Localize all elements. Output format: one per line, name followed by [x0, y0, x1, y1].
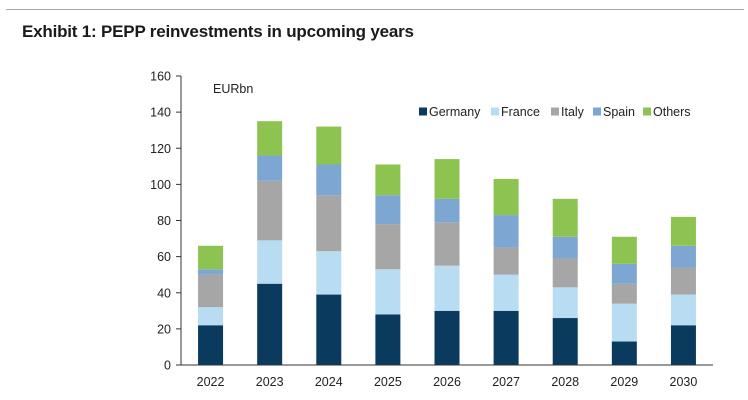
bar-segment-spain-2030 [670, 245, 696, 268]
bar-segment-france-2023 [257, 240, 283, 284]
bar-segment-germany-2030 [670, 325, 696, 365]
bar-segment-others-2028 [552, 198, 578, 237]
legend-label-others: Others [653, 105, 691, 119]
bar-segment-italy-2026 [434, 222, 460, 266]
y-tick-label: 120 [150, 142, 171, 156]
legend-swatch-others [643, 107, 651, 116]
bar-segment-others-2022 [198, 245, 224, 270]
bar-segment-france-2029 [611, 303, 637, 342]
y-tick-label: 140 [150, 106, 171, 120]
legend-swatch-germany [419, 107, 427, 116]
bar-segment-spain-2027 [493, 215, 519, 248]
bar-segment-spain-2026 [434, 198, 460, 223]
bar-segment-france-2028 [552, 287, 578, 319]
bar-segment-france-2025 [375, 269, 401, 315]
bar-segment-italy-2025 [375, 224, 401, 270]
y-tick-label: 60 [157, 250, 171, 264]
bars [198, 121, 696, 365]
x-tick-label: 2027 [492, 375, 520, 389]
bar-segment-germany-2028 [552, 318, 578, 365]
bar-segment-spain-2029 [611, 263, 637, 284]
bar-segment-germany-2029 [611, 341, 637, 365]
legend-swatch-italy [551, 107, 559, 116]
bar-segment-spain-2028 [552, 236, 578, 259]
bar-segment-italy-2023 [257, 180, 283, 241]
bar-segment-spain-2025 [375, 195, 401, 225]
bar-segment-germany-2023 [257, 283, 283, 365]
bar-segment-italy-2029 [611, 283, 637, 304]
bar-segment-others-2025 [375, 164, 401, 196]
bar-segment-others-2026 [434, 159, 460, 199]
x-axis: 2022 2023 2024 2025 2026 2027 2028 2029 2030 [197, 375, 698, 389]
y-axis: 0 20 40 60 80 100 120 140 160 [150, 70, 181, 373]
x-tick-label: 2026 [433, 375, 461, 389]
y-tick-label: 0 [164, 359, 171, 373]
bar-segment-france-2022 [198, 307, 224, 326]
legend: Germany France Italy Spain Others [419, 105, 691, 119]
bar-segment-others-2029 [611, 236, 637, 264]
bar-segment-spain-2024 [316, 164, 342, 196]
legend-label-italy: Italy [561, 105, 585, 119]
x-tick-label: 2028 [551, 375, 579, 389]
bar-segment-france-2024 [316, 251, 342, 295]
legend-label-france: France [501, 105, 540, 119]
x-tick-label: 2030 [670, 375, 698, 389]
unit-label: EURbn [213, 82, 253, 96]
y-tick-label: 160 [150, 70, 171, 84]
bar-segment-germany-2026 [434, 310, 460, 365]
page-title: Exhibit 1: PEPP reinvestments in upcomin… [22, 22, 414, 41]
legend-swatch-france [491, 107, 499, 116]
x-tick-label: 2022 [197, 375, 225, 389]
bar-segment-italy-2028 [552, 258, 578, 288]
bar-segment-germany-2027 [493, 310, 519, 365]
legend-label-germany: Germany [429, 105, 481, 119]
x-tick-label: 2029 [610, 375, 638, 389]
bar-segment-germany-2024 [316, 294, 342, 365]
bar-segment-italy-2027 [493, 247, 519, 275]
bar-segment-italy-2030 [670, 267, 696, 295]
bar-segment-spain-2022 [198, 269, 224, 275]
y-tick-label: 20 [157, 322, 171, 336]
bar-segment-others-2024 [316, 126, 342, 165]
bar-segment-italy-2022 [198, 274, 224, 308]
y-tick-label: 100 [150, 178, 171, 192]
bar-segment-others-2027 [493, 178, 519, 216]
bar-segment-italy-2024 [316, 195, 342, 252]
bar-segment-france-2027 [493, 274, 519, 311]
bar-segment-others-2030 [670, 216, 696, 246]
legend-swatch-spain [593, 107, 601, 116]
x-tick-label: 2025 [374, 375, 402, 389]
bar-segment-germany-2022 [198, 325, 224, 365]
x-tick-label: 2024 [315, 375, 343, 389]
bar-segment-spain-2023 [257, 155, 283, 181]
bar-segment-others-2023 [257, 121, 283, 156]
x-tick-label: 2023 [256, 375, 284, 389]
y-tick-label: 40 [157, 286, 171, 300]
top-rule [6, 9, 744, 10]
bar-segment-germany-2025 [375, 314, 401, 365]
y-tick-label: 80 [157, 214, 171, 228]
bar-segment-france-2030 [670, 294, 696, 326]
legend-label-spain: Spain [603, 105, 635, 119]
bar-segment-france-2026 [434, 265, 460, 311]
